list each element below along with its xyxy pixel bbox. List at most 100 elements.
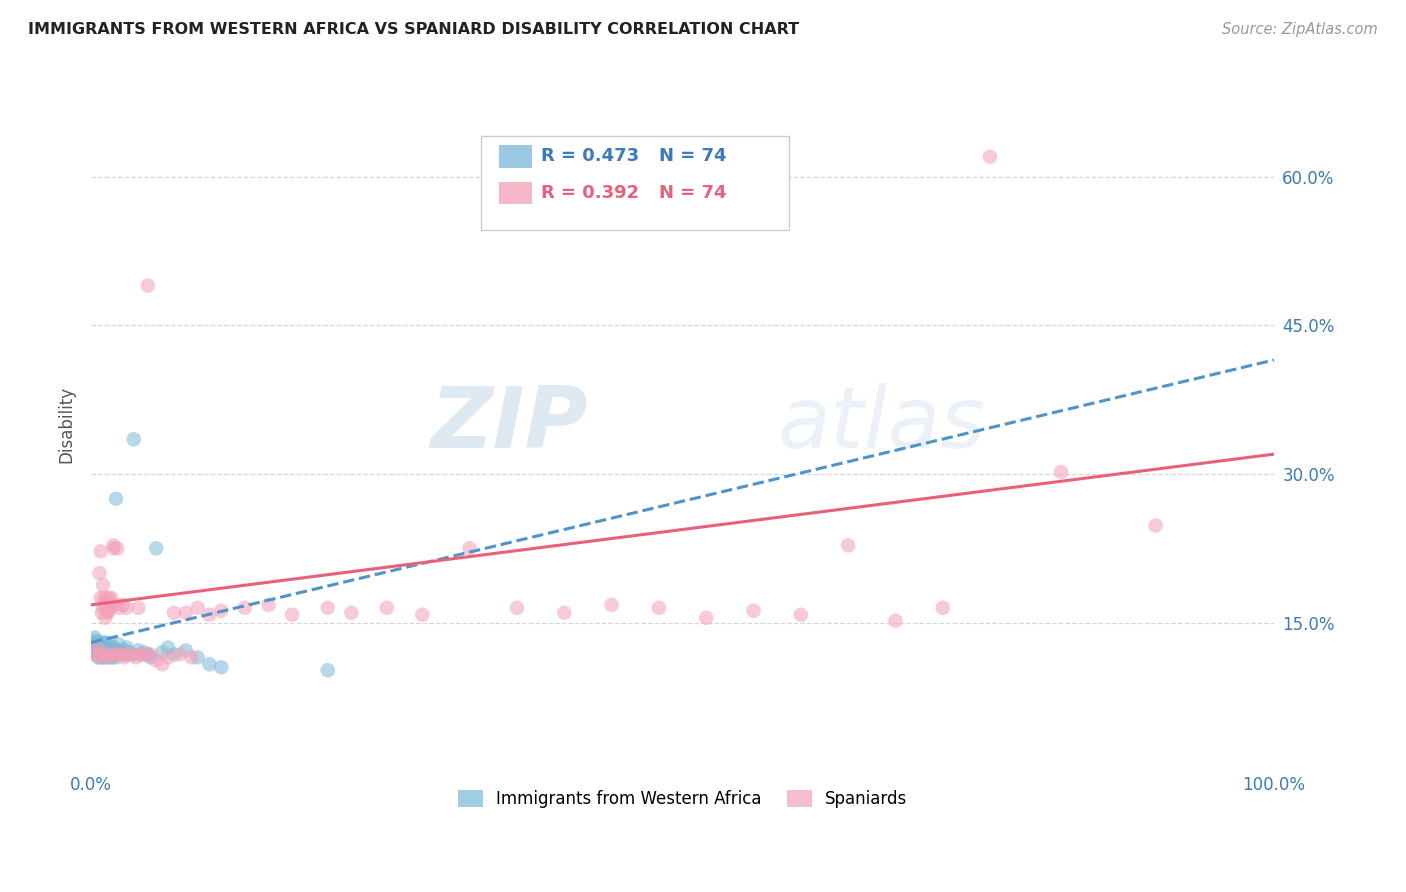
Point bbox=[94, 648, 117, 662]
Point bbox=[93, 648, 115, 662]
Point bbox=[104, 648, 127, 662]
Point bbox=[134, 648, 156, 662]
Point bbox=[96, 645, 118, 659]
Point bbox=[97, 648, 120, 662]
Point bbox=[93, 591, 115, 605]
Point bbox=[93, 650, 115, 665]
Point bbox=[104, 643, 127, 657]
Point bbox=[89, 635, 111, 649]
Point bbox=[104, 648, 127, 662]
Point bbox=[115, 640, 138, 655]
Point bbox=[375, 600, 398, 615]
Point bbox=[979, 150, 1001, 164]
Point bbox=[96, 650, 118, 665]
Point bbox=[100, 648, 122, 662]
Point bbox=[163, 606, 186, 620]
Point bbox=[112, 648, 135, 662]
Point bbox=[115, 600, 138, 615]
Point bbox=[150, 645, 173, 659]
Point bbox=[110, 648, 132, 662]
Point bbox=[127, 600, 149, 615]
Point bbox=[97, 648, 120, 662]
Point bbox=[458, 541, 481, 556]
Point bbox=[96, 640, 118, 655]
Point bbox=[87, 650, 110, 665]
Point bbox=[209, 604, 232, 618]
Point bbox=[105, 643, 128, 657]
Point bbox=[91, 648, 114, 662]
Point bbox=[103, 648, 125, 662]
Point bbox=[90, 650, 112, 665]
Point bbox=[83, 631, 105, 645]
Point bbox=[134, 645, 156, 659]
Point bbox=[90, 606, 112, 620]
Point bbox=[1144, 518, 1167, 533]
Point bbox=[91, 578, 114, 592]
Point bbox=[1050, 465, 1073, 479]
Point bbox=[87, 640, 110, 655]
Point bbox=[932, 600, 955, 615]
Point bbox=[90, 643, 112, 657]
Point bbox=[90, 650, 112, 665]
Point bbox=[105, 648, 128, 662]
Point bbox=[122, 432, 145, 446]
Point bbox=[101, 650, 124, 665]
Point bbox=[98, 600, 121, 615]
Text: IMMIGRANTS FROM WESTERN AFRICA VS SPANIARD DISABILITY CORRELATION CHART: IMMIGRANTS FROM WESTERN AFRICA VS SPANIA… bbox=[28, 22, 799, 37]
Point bbox=[136, 648, 159, 662]
Point bbox=[150, 657, 173, 672]
Point bbox=[97, 604, 120, 618]
Point bbox=[136, 278, 159, 293]
Point bbox=[157, 640, 180, 655]
Point bbox=[104, 491, 127, 506]
Point bbox=[139, 650, 162, 665]
Text: atlas: atlas bbox=[778, 383, 986, 466]
Point bbox=[884, 614, 907, 628]
Point bbox=[163, 648, 186, 662]
FancyBboxPatch shape bbox=[481, 136, 789, 230]
Point bbox=[83, 635, 105, 649]
Point bbox=[104, 650, 127, 665]
Point bbox=[90, 544, 112, 558]
Point bbox=[187, 650, 209, 665]
Point bbox=[98, 638, 121, 652]
Point bbox=[97, 648, 120, 662]
Point bbox=[316, 600, 339, 615]
Point bbox=[110, 645, 132, 659]
Point bbox=[87, 645, 110, 659]
Point bbox=[174, 643, 197, 657]
Point bbox=[112, 598, 135, 612]
Point bbox=[97, 591, 120, 605]
Text: N = 74: N = 74 bbox=[659, 185, 727, 202]
Text: R = 0.473: R = 0.473 bbox=[540, 147, 638, 165]
Point bbox=[145, 653, 167, 667]
Point bbox=[96, 591, 118, 605]
Point bbox=[97, 606, 120, 620]
Point bbox=[89, 566, 111, 581]
Point bbox=[91, 640, 114, 655]
Point bbox=[127, 643, 149, 657]
Y-axis label: Disability: Disability bbox=[58, 386, 75, 463]
Point bbox=[93, 638, 115, 652]
Point bbox=[103, 538, 125, 552]
Point bbox=[101, 645, 124, 659]
Point bbox=[107, 648, 129, 662]
Point bbox=[90, 648, 112, 662]
Point bbox=[83, 638, 105, 652]
Bar bbox=[499, 145, 533, 168]
Point bbox=[103, 541, 125, 556]
Point bbox=[97, 640, 120, 655]
Point bbox=[90, 591, 112, 605]
Point bbox=[790, 607, 813, 622]
Point bbox=[198, 607, 221, 622]
Point bbox=[115, 648, 138, 662]
Point bbox=[742, 604, 765, 618]
Point bbox=[86, 638, 108, 652]
Point bbox=[84, 640, 107, 655]
Point bbox=[121, 648, 143, 662]
Point bbox=[145, 541, 167, 556]
Point bbox=[411, 607, 433, 622]
Point bbox=[118, 645, 141, 659]
Point bbox=[105, 541, 128, 556]
Point bbox=[281, 607, 304, 622]
